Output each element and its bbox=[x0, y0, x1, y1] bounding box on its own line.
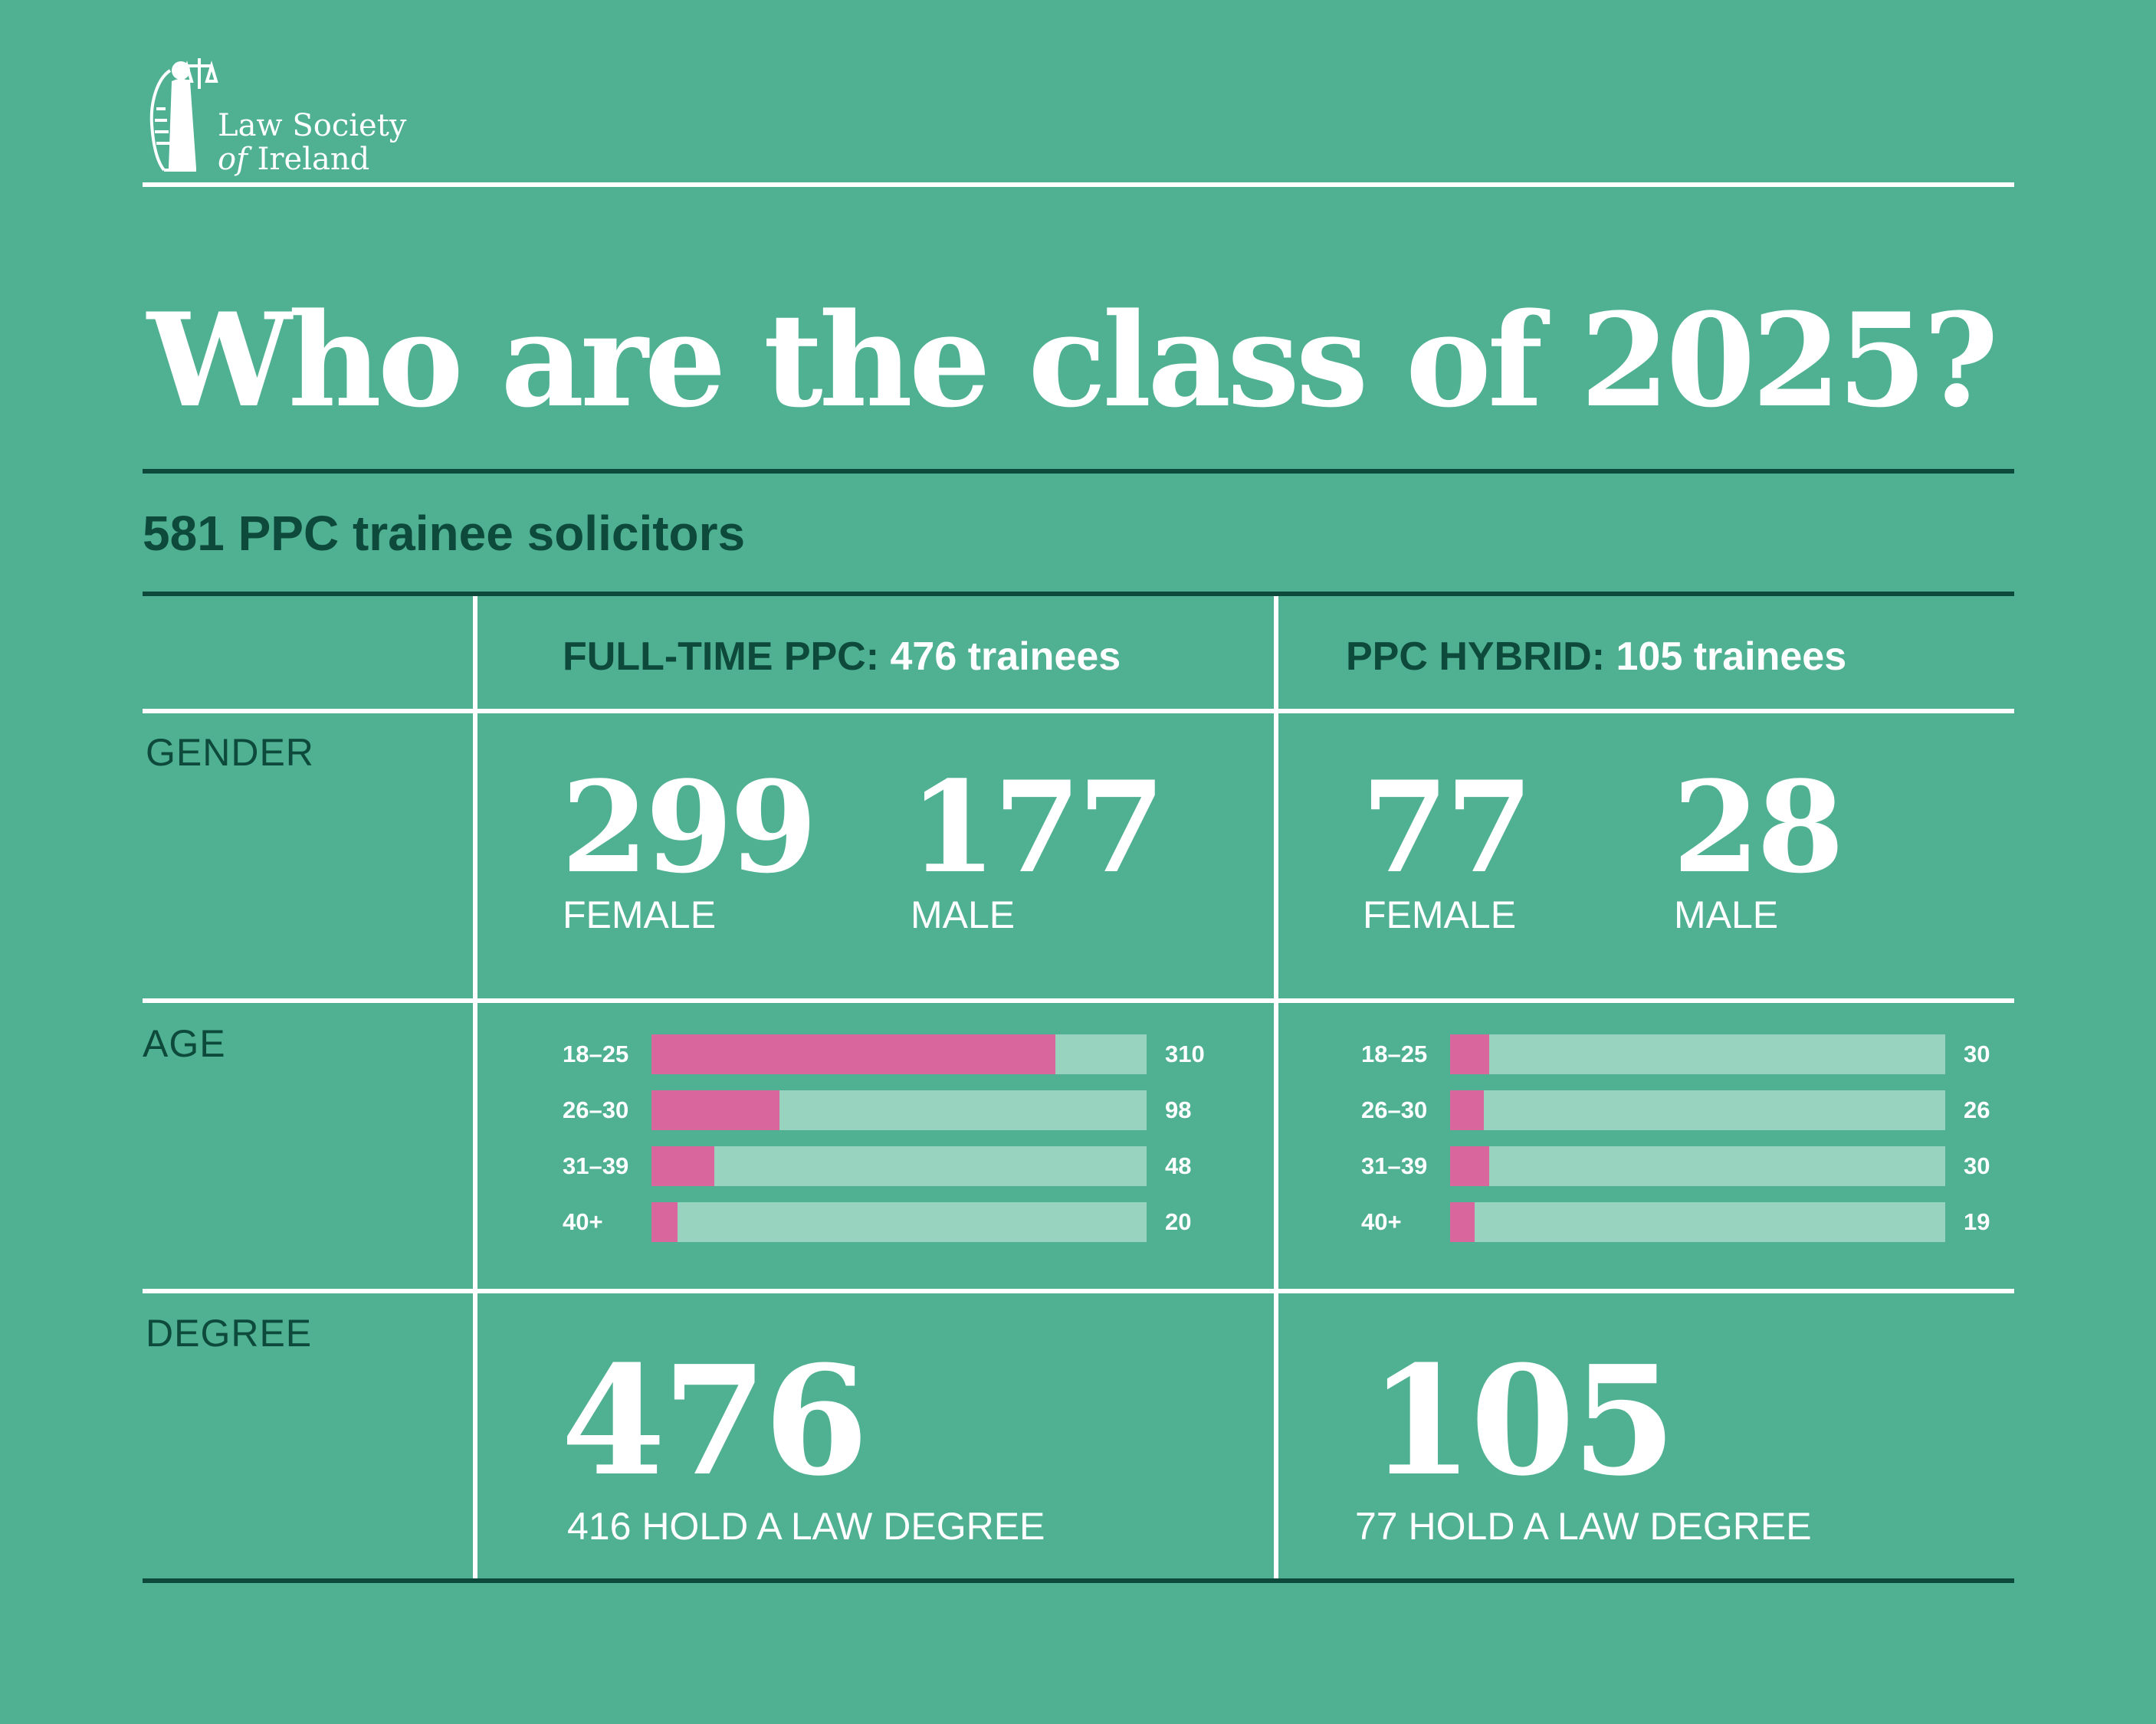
age-bar bbox=[1450, 1090, 1485, 1130]
age-bar-track bbox=[1450, 1034, 1945, 1074]
age-bar bbox=[1450, 1202, 1475, 1242]
age-category-label: 18–25 bbox=[563, 1041, 629, 1067]
male-count-hybrid: 28 bbox=[1672, 753, 1844, 901]
column-header-full-time: FULL-TIME PPC: 476 trainees bbox=[563, 630, 1121, 683]
age-category-label: 26–30 bbox=[1361, 1096, 1428, 1123]
age-bar bbox=[651, 1146, 714, 1186]
row-label-gender: GENDER bbox=[146, 731, 314, 774]
column-divider-left bbox=[473, 596, 477, 1578]
logo-wordmark: Law Society of Ireland bbox=[218, 109, 406, 176]
age-value-label: 19 bbox=[1964, 1208, 1990, 1235]
age-bar bbox=[1450, 1146, 1489, 1186]
age-value-label: 30 bbox=[1964, 1041, 1990, 1067]
age-row-divider bbox=[143, 1289, 2014, 1293]
header-row-divider bbox=[143, 709, 2014, 713]
age-bar bbox=[651, 1090, 779, 1130]
row-label-degree: DEGREE bbox=[146, 1312, 313, 1355]
age-category-label: 40+ bbox=[563, 1208, 603, 1235]
age-category-label: 40+ bbox=[1361, 1208, 1402, 1235]
female-count-full-time: 299 bbox=[561, 753, 817, 901]
column-header-value: 476 trainees bbox=[890, 634, 1121, 679]
male-label-full-time: MALE bbox=[911, 893, 1016, 936]
age-bar-track bbox=[651, 1146, 1147, 1186]
age-value-label: 30 bbox=[1964, 1152, 1990, 1179]
age-category-label: 18–25 bbox=[1361, 1041, 1428, 1067]
age-bar-track bbox=[651, 1202, 1147, 1242]
female-label-hybrid: FEMALE bbox=[1363, 893, 1517, 936]
column-header-value: 105 trainees bbox=[1616, 634, 1847, 679]
page-title: Who are the class of 2025? bbox=[147, 284, 1999, 436]
law-society-logo: Law Society of Ireland bbox=[143, 48, 406, 178]
law-degree-caption-full-time: 416 HOLD A LAW DEGREE bbox=[567, 1505, 1045, 1548]
male-label-hybrid: MALE bbox=[1674, 893, 1779, 936]
law-degree-caption-hybrid: 77 HOLD A LAW DEGREE bbox=[1355, 1505, 1812, 1548]
age-bar-track bbox=[1450, 1202, 1945, 1242]
age-bar-track bbox=[1450, 1090, 1945, 1130]
age-category-label: 26–30 bbox=[563, 1096, 629, 1123]
row-label-age: AGE bbox=[143, 1022, 226, 1065]
age-bar bbox=[651, 1034, 1055, 1074]
age-bar-track bbox=[651, 1034, 1147, 1074]
logo-line-1: Law Society bbox=[218, 108, 407, 143]
female-count-hybrid: 77 bbox=[1361, 753, 1533, 901]
justice-harp-icon bbox=[149, 58, 218, 172]
age-chart-hybrid: 18–25 30 26–30 26 31–39 30 40+ 19 bbox=[1358, 1034, 2002, 1257]
logo-line-2-prefix: of bbox=[218, 142, 248, 177]
degree-total-full-time: 476 bbox=[561, 1333, 868, 1509]
age-value-label: 310 bbox=[1165, 1041, 1205, 1067]
age-value-label: 98 bbox=[1165, 1096, 1192, 1123]
age-bar-track bbox=[1450, 1146, 1945, 1186]
age-chart-full-time: 18–25 310 26–30 98 31–39 48 40+ 20 bbox=[560, 1034, 1234, 1257]
age-bar-track bbox=[651, 1090, 1147, 1130]
gender-row-divider bbox=[143, 998, 2014, 1003]
age-value-label: 26 bbox=[1964, 1096, 1990, 1123]
column-header-label: PPC HYBRID: bbox=[1346, 634, 1606, 679]
age-bar bbox=[1450, 1034, 1489, 1074]
age-value-label: 20 bbox=[1165, 1208, 1192, 1235]
column-header-label: FULL-TIME PPC: bbox=[563, 634, 880, 679]
column-header-hybrid: PPC HYBRID: 105 trainees bbox=[1346, 630, 1846, 683]
subtitle-divider bbox=[143, 592, 2014, 596]
column-divider-right bbox=[1274, 596, 1278, 1578]
logo-line-2: of Ireland bbox=[218, 143, 406, 176]
title-divider bbox=[143, 469, 2014, 474]
logo-line-2-suffix: Ireland bbox=[257, 142, 370, 177]
female-label-full-time: FEMALE bbox=[563, 893, 717, 936]
degree-total-hybrid: 105 bbox=[1369, 1333, 1676, 1509]
age-bar bbox=[651, 1202, 678, 1242]
page-subtitle: 581 PPC trainee solicitors bbox=[143, 506, 746, 561]
age-value-label: 48 bbox=[1165, 1152, 1192, 1179]
top-divider bbox=[143, 182, 2014, 187]
age-category-label: 31–39 bbox=[1361, 1152, 1428, 1179]
age-category-label: 31–39 bbox=[563, 1152, 629, 1179]
bottom-divider bbox=[143, 1578, 2014, 1583]
male-count-full-time: 177 bbox=[909, 753, 1165, 901]
